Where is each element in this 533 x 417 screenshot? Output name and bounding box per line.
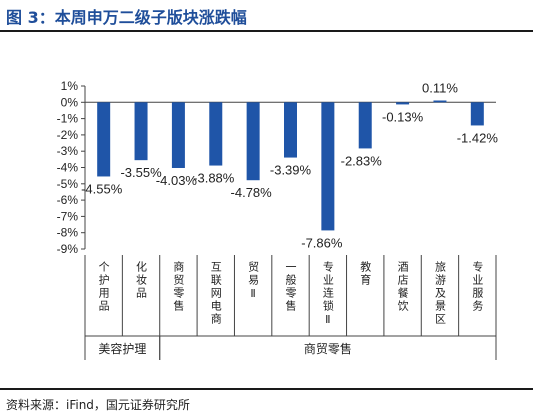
category-label-5: 一般零售 [284, 261, 297, 313]
y-tick-label: -2% [57, 128, 79, 142]
y-tick-label: 0% [61, 95, 79, 109]
category-label-6: 专业连锁Ⅱ [321, 260, 334, 328]
value-label-3: -3.88% [193, 171, 235, 186]
y-tick-label: 1% [61, 79, 79, 93]
y-tick-label: -1% [57, 112, 79, 126]
title-divider [0, 30, 533, 32]
bar-2 [171, 102, 185, 168]
value-label-1: -3.55% [120, 165, 162, 180]
value-label-6: -7.86% [301, 235, 343, 250]
category-label-8: 酒店餐饮 [396, 261, 409, 313]
figure-title: 图 3：本周申万二级子版块涨跌幅 [6, 8, 247, 27]
bar-10 [470, 102, 484, 126]
bar-8 [396, 102, 410, 105]
bar-3 [209, 102, 223, 166]
category-label-9: 旅游及景区 [433, 260, 446, 326]
value-label-0: -4.55% [81, 181, 123, 196]
group-label-0: 美容护理 [98, 341, 146, 356]
category-label-0: 个护用品 [97, 261, 110, 313]
y-tick-label: -3% [57, 144, 79, 158]
bar-0 [97, 102, 111, 177]
value-label-5: -3.39% [270, 163, 312, 178]
y-tick-label: -7% [57, 209, 79, 223]
category-label-7: 教育 [359, 261, 372, 287]
bar-1 [134, 102, 148, 161]
footer-divider [0, 388, 533, 390]
bar-9 [433, 100, 447, 103]
y-tick-label: -6% [57, 193, 79, 207]
value-label-8: -0.13% [382, 109, 424, 124]
category-label-4: 贸易Ⅱ [247, 261, 260, 302]
value-label-2: -4.03% [156, 173, 198, 188]
value-label-10: -1.42% [457, 130, 499, 145]
bar-4 [246, 102, 260, 181]
y-tick-label: -9% [57, 242, 79, 256]
bar-7 [358, 102, 372, 149]
category-label-1: 化妆品 [135, 260, 148, 300]
category-label-3: 互联网电商 [209, 261, 222, 326]
y-tick-label: -4% [57, 161, 79, 175]
value-label-7: -2.83% [341, 153, 383, 168]
y-tick-label: -5% [57, 177, 79, 191]
category-label-10: 专业服务 [471, 260, 484, 313]
group-label-1: 商贸零售 [304, 341, 352, 356]
bar-chart: 1%0%-1%-2%-3%-4%-5%-6%-7%-8%-9% -4.55%-3… [57, 79, 499, 360]
value-label-4: -4.78% [231, 185, 273, 200]
value-label-9: 0.11% [422, 81, 458, 96]
source-note: 资料来源：iFind，国元证券研究所 [6, 398, 190, 412]
bar-6 [321, 102, 335, 231]
category-label-2: 商贸零售 [172, 260, 185, 313]
bar-5 [284, 102, 297, 158]
y-tick-label: -8% [57, 226, 79, 240]
